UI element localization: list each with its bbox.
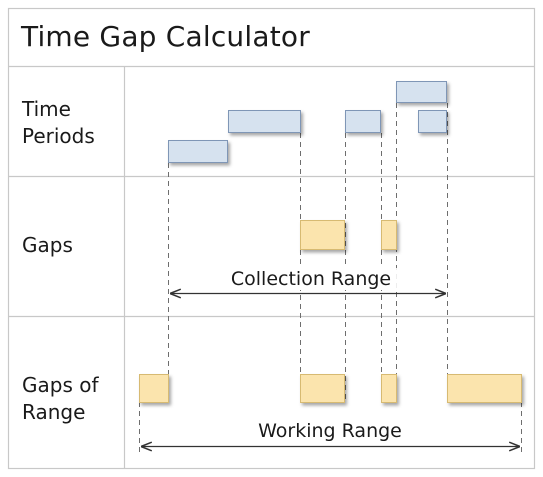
range-gap-bars — [139, 374, 522, 403]
time-period-bar — [228, 110, 301, 133]
row-label-time-periods: Time Periods — [22, 96, 95, 150]
range-gap-bar — [447, 374, 522, 403]
row-label-gaps-of-range: Gaps of Range — [22, 372, 99, 426]
row-label-line: Gaps of — [22, 373, 99, 397]
row-label-line: Time — [22, 97, 71, 121]
time-period-bar — [396, 81, 447, 103]
working-range-label: Working Range — [252, 420, 408, 442]
range-gap-bar — [381, 374, 397, 403]
gap-bars — [300, 220, 397, 250]
range-gap-bar — [139, 374, 169, 403]
diagram-title: Time Gap Calculator — [21, 20, 310, 53]
row-label-line: Gaps — [22, 233, 73, 257]
time-period-bars — [168, 81, 447, 163]
table-border — [7, 7, 536, 470]
guide-lines — [139, 103, 522, 456]
table-grid — [7, 7, 536, 470]
gap-bar — [381, 220, 397, 250]
row-label-line: Range — [22, 400, 86, 424]
row-label-gaps: Gaps — [22, 232, 73, 259]
gap-bar — [300, 220, 345, 250]
range-gap-bar — [300, 374, 345, 403]
collection-range-label: Collection Range — [224, 268, 398, 290]
time-period-bar — [345, 110, 381, 133]
time-period-bar — [418, 110, 447, 133]
time-period-bar — [168, 140, 228, 163]
row-label-line: Periods — [22, 124, 95, 148]
